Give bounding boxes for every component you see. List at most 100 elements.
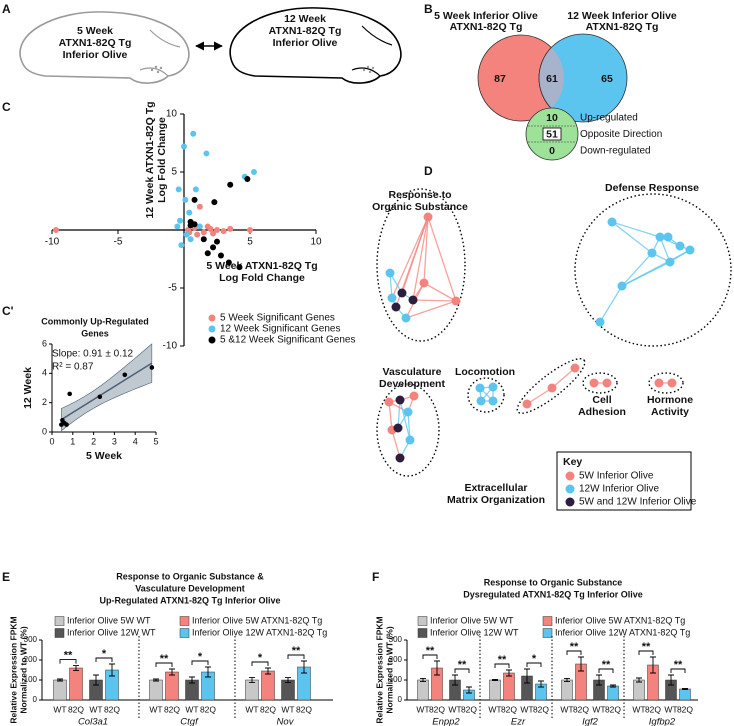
bar-label: 82Q: [104, 704, 120, 714]
y-tick-label: -5: [168, 283, 177, 294]
network-edge: [391, 216, 429, 299]
set-label: 12 Week Inferior Olive: [567, 10, 677, 22]
x-tick-label: 10: [310, 237, 322, 248]
legend-swatch: [417, 616, 428, 626]
data-point: [191, 221, 198, 228]
data-point: [194, 231, 201, 238]
direction-count: 51: [546, 128, 558, 140]
y-axis-label: Normalized to WT (%): [18, 626, 28, 714]
data-point: [200, 236, 207, 243]
legend-label: Inferior Olive 12W ATXN1-82Q Tg: [555, 627, 690, 637]
x-tick-label: -5: [114, 237, 123, 248]
cluster-label: Defense Response: [605, 182, 699, 194]
set-label: ATXN1-82Q Tg: [450, 21, 523, 33]
y-axis-label: 12 Week ATXN1-82Q Tg: [144, 101, 156, 218]
y-tick-label: 0: [33, 695, 38, 704]
legend-swatch: [542, 616, 553, 626]
annotation: R² = 0.87: [52, 362, 94, 373]
annotation: Slope: 0.91 ± 0.12: [52, 349, 134, 360]
cluster-boundary: [582, 372, 618, 394]
error-bar: [434, 660, 440, 676]
network-node: [655, 232, 665, 242]
network-node: [647, 248, 657, 258]
y-tick-label: 300: [24, 635, 38, 644]
chart-title: Response to Organic Substance: [484, 577, 623, 587]
cluster-boundary: [574, 193, 732, 347]
error-bar: [57, 678, 63, 682]
network-edge: [407, 411, 411, 441]
error-bar: [636, 677, 642, 683]
error-bar: [301, 660, 307, 674]
data-point: [227, 181, 234, 188]
bar: [633, 679, 645, 701]
cluster-boundary: [648, 372, 684, 394]
bar: [561, 679, 573, 701]
bar: [679, 688, 691, 701]
legend-marker: [208, 336, 216, 344]
bar: [607, 685, 619, 701]
data-point: [203, 150, 210, 157]
significance-bracket: [95, 657, 113, 662]
significance-label: *: [532, 653, 537, 665]
bar-label: WT: [149, 704, 162, 714]
significance-bracket: [251, 661, 269, 666]
panel-letter: F: [372, 570, 379, 584]
error-bar: [524, 668, 530, 684]
data-point: [204, 250, 211, 257]
bar: [261, 670, 275, 701]
data-point: [149, 365, 155, 370]
bar-label: 82Q: [200, 704, 216, 714]
bar-label: 82Q: [164, 704, 180, 714]
network-node: [391, 302, 401, 312]
data-point: [175, 186, 182, 193]
legend-label: Inferior Olive 12W WT: [67, 627, 156, 637]
network-node: [395, 453, 405, 463]
network-node: [602, 378, 612, 388]
bar: [53, 679, 67, 701]
error-bar: [578, 656, 584, 672]
network-edge: [412, 216, 429, 301]
legend-label: 5 &12 Week Significant Genes: [220, 335, 355, 346]
error-bar: [682, 687, 688, 691]
significance-bracket: [191, 660, 209, 665]
network-node: [475, 383, 485, 393]
bar-label: 82Q: [573, 704, 589, 714]
network-node: [423, 212, 433, 222]
error-bar: [93, 674, 99, 686]
chart-title: Dysregulated ATXN1-82Q Tg Inferior Olive: [463, 589, 643, 599]
network-node: [408, 295, 418, 305]
y-axis-label: 12 Week: [22, 367, 34, 409]
y-tick-label: 6: [42, 338, 47, 348]
data-point: [178, 242, 185, 249]
data-point: [192, 186, 199, 193]
bar-label: WT: [185, 704, 198, 714]
error-bar: [153, 678, 159, 682]
network-edge: [423, 282, 457, 302]
data-point: [210, 230, 217, 237]
bar-label: WT: [245, 704, 258, 714]
error-bar: [265, 667, 271, 675]
panel-letter: B: [424, 2, 433, 16]
significance-bracket: [422, 654, 438, 659]
category-label: Nov: [277, 717, 295, 726]
network-edge: [621, 252, 653, 287]
legend-swatch: [54, 616, 65, 626]
brain-outline: [229, 7, 402, 84]
significance-label: *: [102, 648, 107, 660]
cluster-label: Extracellular: [464, 482, 527, 494]
significance-bracket: [454, 668, 470, 673]
x-tick-label: 1: [70, 436, 75, 446]
key-label: 12W Inferior Olive: [579, 484, 659, 495]
panel-letter: A: [2, 2, 11, 16]
bar-label: WT: [592, 704, 605, 714]
significance-label: **: [64, 650, 73, 662]
brain-dots: [362, 65, 375, 74]
x-axis-label: Log Fold Change: [219, 272, 305, 284]
network-node: [570, 363, 580, 373]
venn-count: 65: [601, 73, 613, 85]
network-edge: [599, 285, 623, 323]
error-bar: [73, 665, 79, 671]
chart-title: Up-Regulated ATXN1-82Q Tg Inferior Olive: [99, 595, 280, 605]
y-tick-label: 4: [42, 368, 47, 378]
